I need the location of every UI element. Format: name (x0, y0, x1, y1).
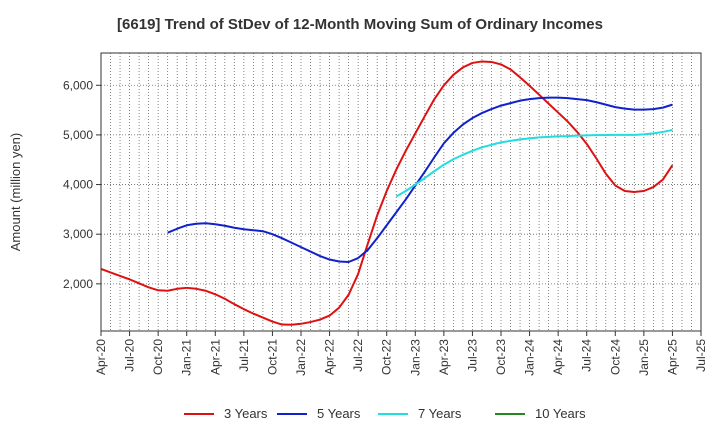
x-tick-label: Jan-23 (408, 339, 422, 376)
plot-area (101, 53, 701, 331)
legend-label-3: 10 Years (535, 406, 586, 421)
series-line-2 (395, 128, 673, 198)
y-tick-label: 5,000 (63, 128, 93, 142)
chart-title: [6619] Trend of StDev of 12-Month Moving… (117, 16, 603, 33)
y-axis-ticks: 2,000 3,000 4,000 5,000 6,000 (63, 78, 101, 291)
y-tick-label: 3,000 (63, 227, 93, 241)
x-tick-label: Apr-22 (323, 339, 337, 375)
y-tick-label: 4,000 (63, 178, 93, 192)
x-tick-label: Jul-23 (465, 339, 479, 372)
y-axis-label: Amount (million yen) (8, 133, 23, 252)
x-tick-label: Jul-20 (123, 339, 137, 372)
x-tick-label: Oct-24 (608, 339, 622, 375)
x-tick-label: Apr-20 (94, 339, 108, 375)
x-tick-label: Jul-21 (237, 339, 251, 372)
x-tick-label: Apr-25 (665, 339, 679, 375)
series-line-1 (167, 96, 673, 263)
series-line-0 (100, 60, 674, 326)
legend: 3 Years 5 Years 7 Years 10 Years (184, 406, 586, 421)
x-tick-label: Apr-23 (437, 339, 451, 375)
x-tick-label: Jul-25 (694, 339, 708, 372)
x-tick-label: Jul-24 (580, 339, 594, 372)
x-tick-label: Oct-21 (265, 339, 279, 375)
y-tick-label: 6,000 (63, 78, 93, 92)
x-tick-label: Jan-25 (637, 339, 651, 376)
x-tick-label: Jul-22 (351, 339, 365, 372)
legend-label-2: 7 Years (418, 406, 462, 421)
x-axis-ticks: Apr-20 Jul-20 Oct-20 Jan-21 Apr-21 Jul-21 Oct-… (94, 331, 708, 376)
x-tick-label: Oct-22 (380, 339, 394, 375)
series-layer (100, 60, 674, 326)
x-tick-label: Jan-22 (294, 339, 308, 376)
x-tick-label: Jan-21 (180, 339, 194, 376)
x-tick-label: Oct-23 (494, 339, 508, 375)
x-tick-label: Apr-24 (551, 339, 565, 375)
legend-label-0: 3 Years (224, 406, 268, 421)
y-tick-label: 2,000 (63, 277, 93, 291)
legend-label-1: 5 Years (317, 406, 361, 421)
x-tick-label: Apr-21 (208, 339, 222, 375)
x-tick-label: Jan-24 (523, 339, 537, 376)
x-tick-label: Oct-20 (151, 339, 165, 375)
plot-border (100, 52, 702, 332)
